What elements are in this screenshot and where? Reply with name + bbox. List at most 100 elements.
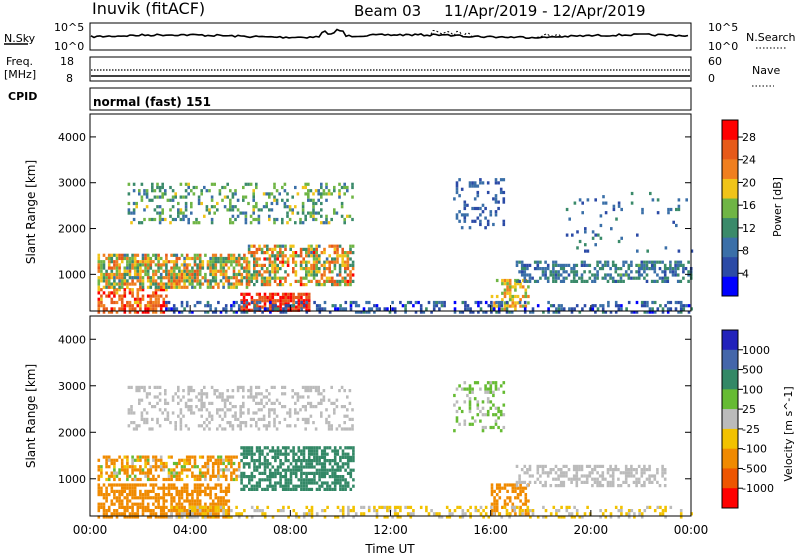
power-cell	[514, 282, 517, 286]
power-cell	[289, 254, 292, 258]
power-cell	[144, 260, 147, 264]
velocity-cell	[315, 455, 319, 459]
power-cell	[344, 300, 348, 305]
power-cell	[294, 185, 297, 190]
power-cell	[284, 254, 287, 258]
velocity-cell	[572, 477, 576, 481]
power-cell	[120, 276, 124, 280]
power-cell	[506, 304, 509, 308]
velocity-cell	[346, 427, 349, 431]
velocity-cell	[352, 449, 355, 453]
power-cell	[286, 263, 290, 267]
power-cell	[196, 300, 199, 305]
velocity-cell	[132, 411, 136, 415]
power-cell	[463, 203, 467, 207]
power-cell	[178, 310, 181, 314]
velocity-cell	[170, 493, 173, 497]
velocity-cell	[185, 512, 189, 516]
velocity-cell	[201, 483, 205, 487]
velocity-cell	[146, 496, 150, 500]
power-cell	[234, 205, 237, 209]
power-cell	[601, 310, 605, 314]
power-cell	[315, 267, 318, 271]
power-cell	[325, 192, 328, 196]
velocity-cell	[388, 505, 392, 509]
power-cell	[312, 214, 315, 218]
power-cell	[243, 310, 246, 314]
velocity-cell	[149, 509, 153, 513]
velocity-cell	[260, 401, 263, 405]
power-cell	[325, 214, 328, 218]
velocity-cell	[179, 398, 183, 402]
velocity-cell	[279, 462, 282, 466]
velocity-cell	[175, 509, 179, 513]
velocity-cell	[203, 385, 206, 389]
power-cell	[674, 270, 677, 274]
velocity-cell	[588, 464, 592, 468]
power-cell	[164, 217, 167, 222]
power-cell	[266, 251, 269, 255]
freq-label-line1: Freq.	[6, 55, 33, 68]
power-cell	[302, 302, 306, 306]
velocity-cell	[190, 398, 193, 402]
velocity-cell	[157, 465, 160, 469]
velocity-cell	[154, 468, 158, 472]
power-cell	[664, 246, 668, 250]
power-cell	[257, 221, 261, 225]
power-cell	[180, 253, 184, 257]
velocity-cell	[585, 480, 589, 484]
power-cell	[568, 217, 571, 221]
power-cell	[261, 305, 264, 309]
cpid-label: CPID	[8, 90, 37, 103]
velocity-cell	[307, 389, 310, 393]
velocity-cell	[170, 477, 173, 482]
velocity-cell	[144, 474, 147, 478]
velocity-cell	[152, 486, 155, 490]
power-cell	[159, 263, 163, 267]
velocity-cell	[205, 392, 209, 396]
power-cell	[333, 208, 336, 212]
velocity-cell	[528, 468, 532, 472]
velocity-cell	[301, 417, 305, 421]
velocity-cell	[310, 452, 314, 456]
velocity-cell	[339, 484, 342, 488]
power-cell	[617, 201, 621, 205]
power-cell	[528, 273, 532, 277]
power-cell	[336, 257, 339, 261]
power-cell	[312, 257, 316, 261]
velocity-cell	[493, 509, 496, 513]
velocity-cell	[180, 471, 184, 475]
power-cell	[161, 195, 164, 199]
velocity-cell	[596, 477, 599, 481]
velocity-cell	[105, 496, 108, 500]
power-cell	[146, 279, 150, 283]
nsearch-trace	[90, 28, 689, 39]
velocity-cell	[490, 493, 494, 497]
power-cell	[273, 195, 276, 199]
velocity-cell	[265, 401, 268, 405]
velocity-cell	[182, 395, 185, 399]
velocity-cell	[193, 461, 197, 466]
power-cell	[490, 300, 493, 305]
power-cell	[105, 272, 108, 277]
velocity-cell	[250, 471, 254, 475]
velocity-cell	[492, 390, 495, 394]
velocity-cell	[177, 389, 180, 393]
velocity-cell	[258, 471, 261, 475]
power-cell	[158, 221, 162, 225]
power-cell	[185, 266, 189, 270]
power-cell	[502, 190, 506, 195]
velocity-cell	[191, 499, 194, 503]
velocity-cell	[185, 499, 189, 503]
velocity-cell	[307, 401, 310, 405]
velocity-cell	[312, 405, 315, 409]
velocity-cell	[211, 474, 215, 478]
power-cell	[240, 300, 244, 305]
velocity-cell	[492, 403, 495, 407]
power-cell	[253, 260, 256, 264]
velocity-cell	[261, 509, 264, 513]
power-cell	[604, 310, 608, 314]
power-cell	[297, 254, 300, 258]
